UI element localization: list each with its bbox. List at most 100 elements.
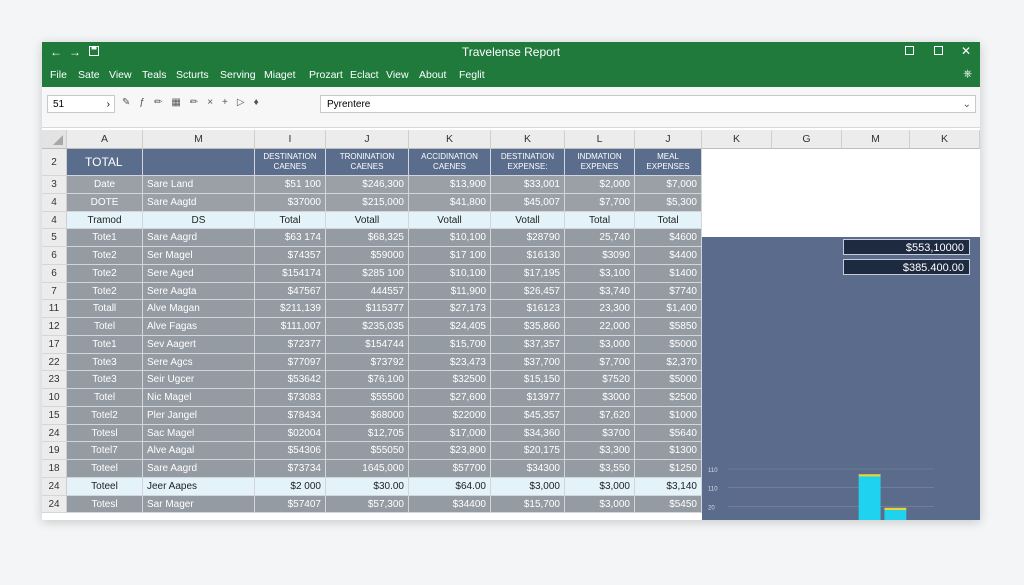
row-label-cell[interactable]: Totel2 [67,406,143,425]
value-cell[interactable]: $5640 [635,424,702,443]
value-cell[interactable]: $77097 [255,353,326,372]
name-cell[interactable]: Sere Aged [143,264,255,283]
row-label-cell[interactable]: Toteel [67,477,143,496]
formula-input[interactable]: Pyrentere ⌄ [320,95,976,113]
row-number[interactable]: 4 [42,211,67,230]
tag-icon[interactable]: ▷ [236,97,245,108]
row-label-cell[interactable]: Totel [67,318,143,336]
value-cell[interactable]: $45,357 [491,406,565,425]
column-header[interactable]: I [255,130,326,149]
value-cell[interactable]: $215,000 [326,193,409,212]
header-cell[interactable]: MEAL EXPENSES [635,149,702,176]
value-cell[interactable]: $2,000 [565,176,635,194]
value-cell[interactable]: $27,173 [409,300,491,318]
name-cell[interactable]: Sev Aagert [143,335,255,354]
row-label-cell[interactable]: Totel [67,389,143,407]
value-cell[interactable]: $3,140 [635,477,702,496]
value-cell[interactable]: $115377 [326,300,409,318]
row-label-cell[interactable]: Tote2 [67,247,143,265]
value-cell[interactable]: $47567 [255,282,326,301]
value-cell[interactable]: $73083 [255,389,326,407]
value-cell[interactable]: $2,370 [635,353,702,372]
value-cell[interactable]: $54306 [255,442,326,460]
name-cell[interactable]: Sere Aagta [143,282,255,301]
value-cell[interactable]: $30.00 [326,477,409,496]
name-box[interactable]: 51 › [47,95,115,113]
row-number[interactable]: 6 [42,264,67,283]
header-cell[interactable]: INDMATION EXPENES [565,149,635,176]
chevron-down-icon[interactable]: ⌄ [962,99,971,110]
row-number[interactable]: 15 [42,406,67,425]
value-cell[interactable]: $3,000 [565,495,635,514]
value-cell[interactable]: $73734 [255,460,326,478]
column-header[interactable]: K [702,130,772,149]
value-cell[interactable]: $68000 [326,406,409,425]
column-header[interactable]: J [635,130,702,149]
value-cell[interactable]: Total [565,211,635,230]
column-header[interactable]: J [326,130,409,149]
row-label-cell[interactable]: Tote2 [67,282,143,301]
value-cell[interactable]: $23,800 [409,442,491,460]
row-number[interactable]: 12 [42,318,67,336]
header-cell[interactable] [143,149,255,176]
value-cell[interactable]: $1,400 [635,300,702,318]
minimize-icon[interactable] [900,44,918,58]
value-cell[interactable]: $7740 [635,282,702,301]
menu-serving[interactable]: Serving [220,69,256,81]
value-cell[interactable]: 25,740 [565,229,635,247]
value-cell[interactable]: $3090 [565,247,635,265]
bookmark-icon[interactable]: ♦ [253,97,259,108]
value-cell[interactable]: $63 174 [255,229,326,247]
header-cell[interactable]: DESTINATION EXPENSE: [491,149,565,176]
value-cell[interactable]: Votall [326,211,409,230]
row-label-cell[interactable]: Totesl [67,495,143,514]
row-number[interactable]: 24 [42,424,67,443]
value-cell[interactable]: $16130 [491,247,565,265]
value-cell[interactable]: $7520 [565,371,635,389]
value-cell[interactable]: $3,740 [565,282,635,301]
value-cell[interactable]: 22,000 [565,318,635,336]
column-header[interactable]: M [143,130,255,149]
row-number[interactable]: 6 [42,247,67,265]
name-cell[interactable]: Sac Magel [143,424,255,443]
name-cell[interactable]: Alve Magan [143,300,255,318]
row-label-cell[interactable]: Tote3 [67,371,143,389]
value-cell[interactable]: Total [255,211,326,230]
header-cell[interactable]: TRONINATION CAENES [326,149,409,176]
maximize-icon[interactable] [929,44,947,58]
value-cell[interactable]: $1000 [635,406,702,425]
value-cell[interactable]: $57700 [409,460,491,478]
row-label-cell[interactable]: Tramod [67,211,143,230]
value-cell[interactable]: $17 100 [409,247,491,265]
value-cell[interactable]: $211,139 [255,300,326,318]
row-number[interactable]: 23 [42,371,67,389]
value-cell[interactable]: $3000 [565,389,635,407]
menu-feglit[interactable]: Feglit [459,69,485,81]
row-number[interactable]: 4 [42,193,67,212]
row-number[interactable]: 3 [42,176,67,194]
name-cell[interactable]: Sar Mager [143,495,255,514]
value-cell[interactable]: $3,000 [491,477,565,496]
header-cell[interactable]: DESTINATION CAENES [255,149,326,176]
value-cell[interactable]: $57,300 [326,495,409,514]
row-number[interactable]: 22 [42,353,67,372]
paint-icon[interactable]: ✏ [153,97,163,108]
value-cell[interactable]: $4400 [635,247,702,265]
value-cell[interactable]: $57407 [255,495,326,514]
value-cell[interactable]: $24,405 [409,318,491,336]
row-number[interactable]: 24 [42,477,67,496]
value-cell[interactable]: $3,000 [565,477,635,496]
value-cell[interactable]: $7,620 [565,406,635,425]
save-icon[interactable] [89,44,99,60]
value-cell[interactable]: $3,300 [565,442,635,460]
value-cell[interactable]: 23,300 [565,300,635,318]
value-cell[interactable]: $2 000 [255,477,326,496]
menu-prozart[interactable]: Prozart [309,69,343,81]
value-cell[interactable]: $37000 [255,193,326,212]
name-cell[interactable]: Alve Aagal [143,442,255,460]
value-cell[interactable]: Votall [491,211,565,230]
row-label-cell[interactable]: Tote1 [67,229,143,247]
column-header[interactable]: G [772,130,842,149]
menu-view-2[interactable]: View [386,69,409,81]
name-cell[interactable]: Sare Aagtd [143,193,255,212]
